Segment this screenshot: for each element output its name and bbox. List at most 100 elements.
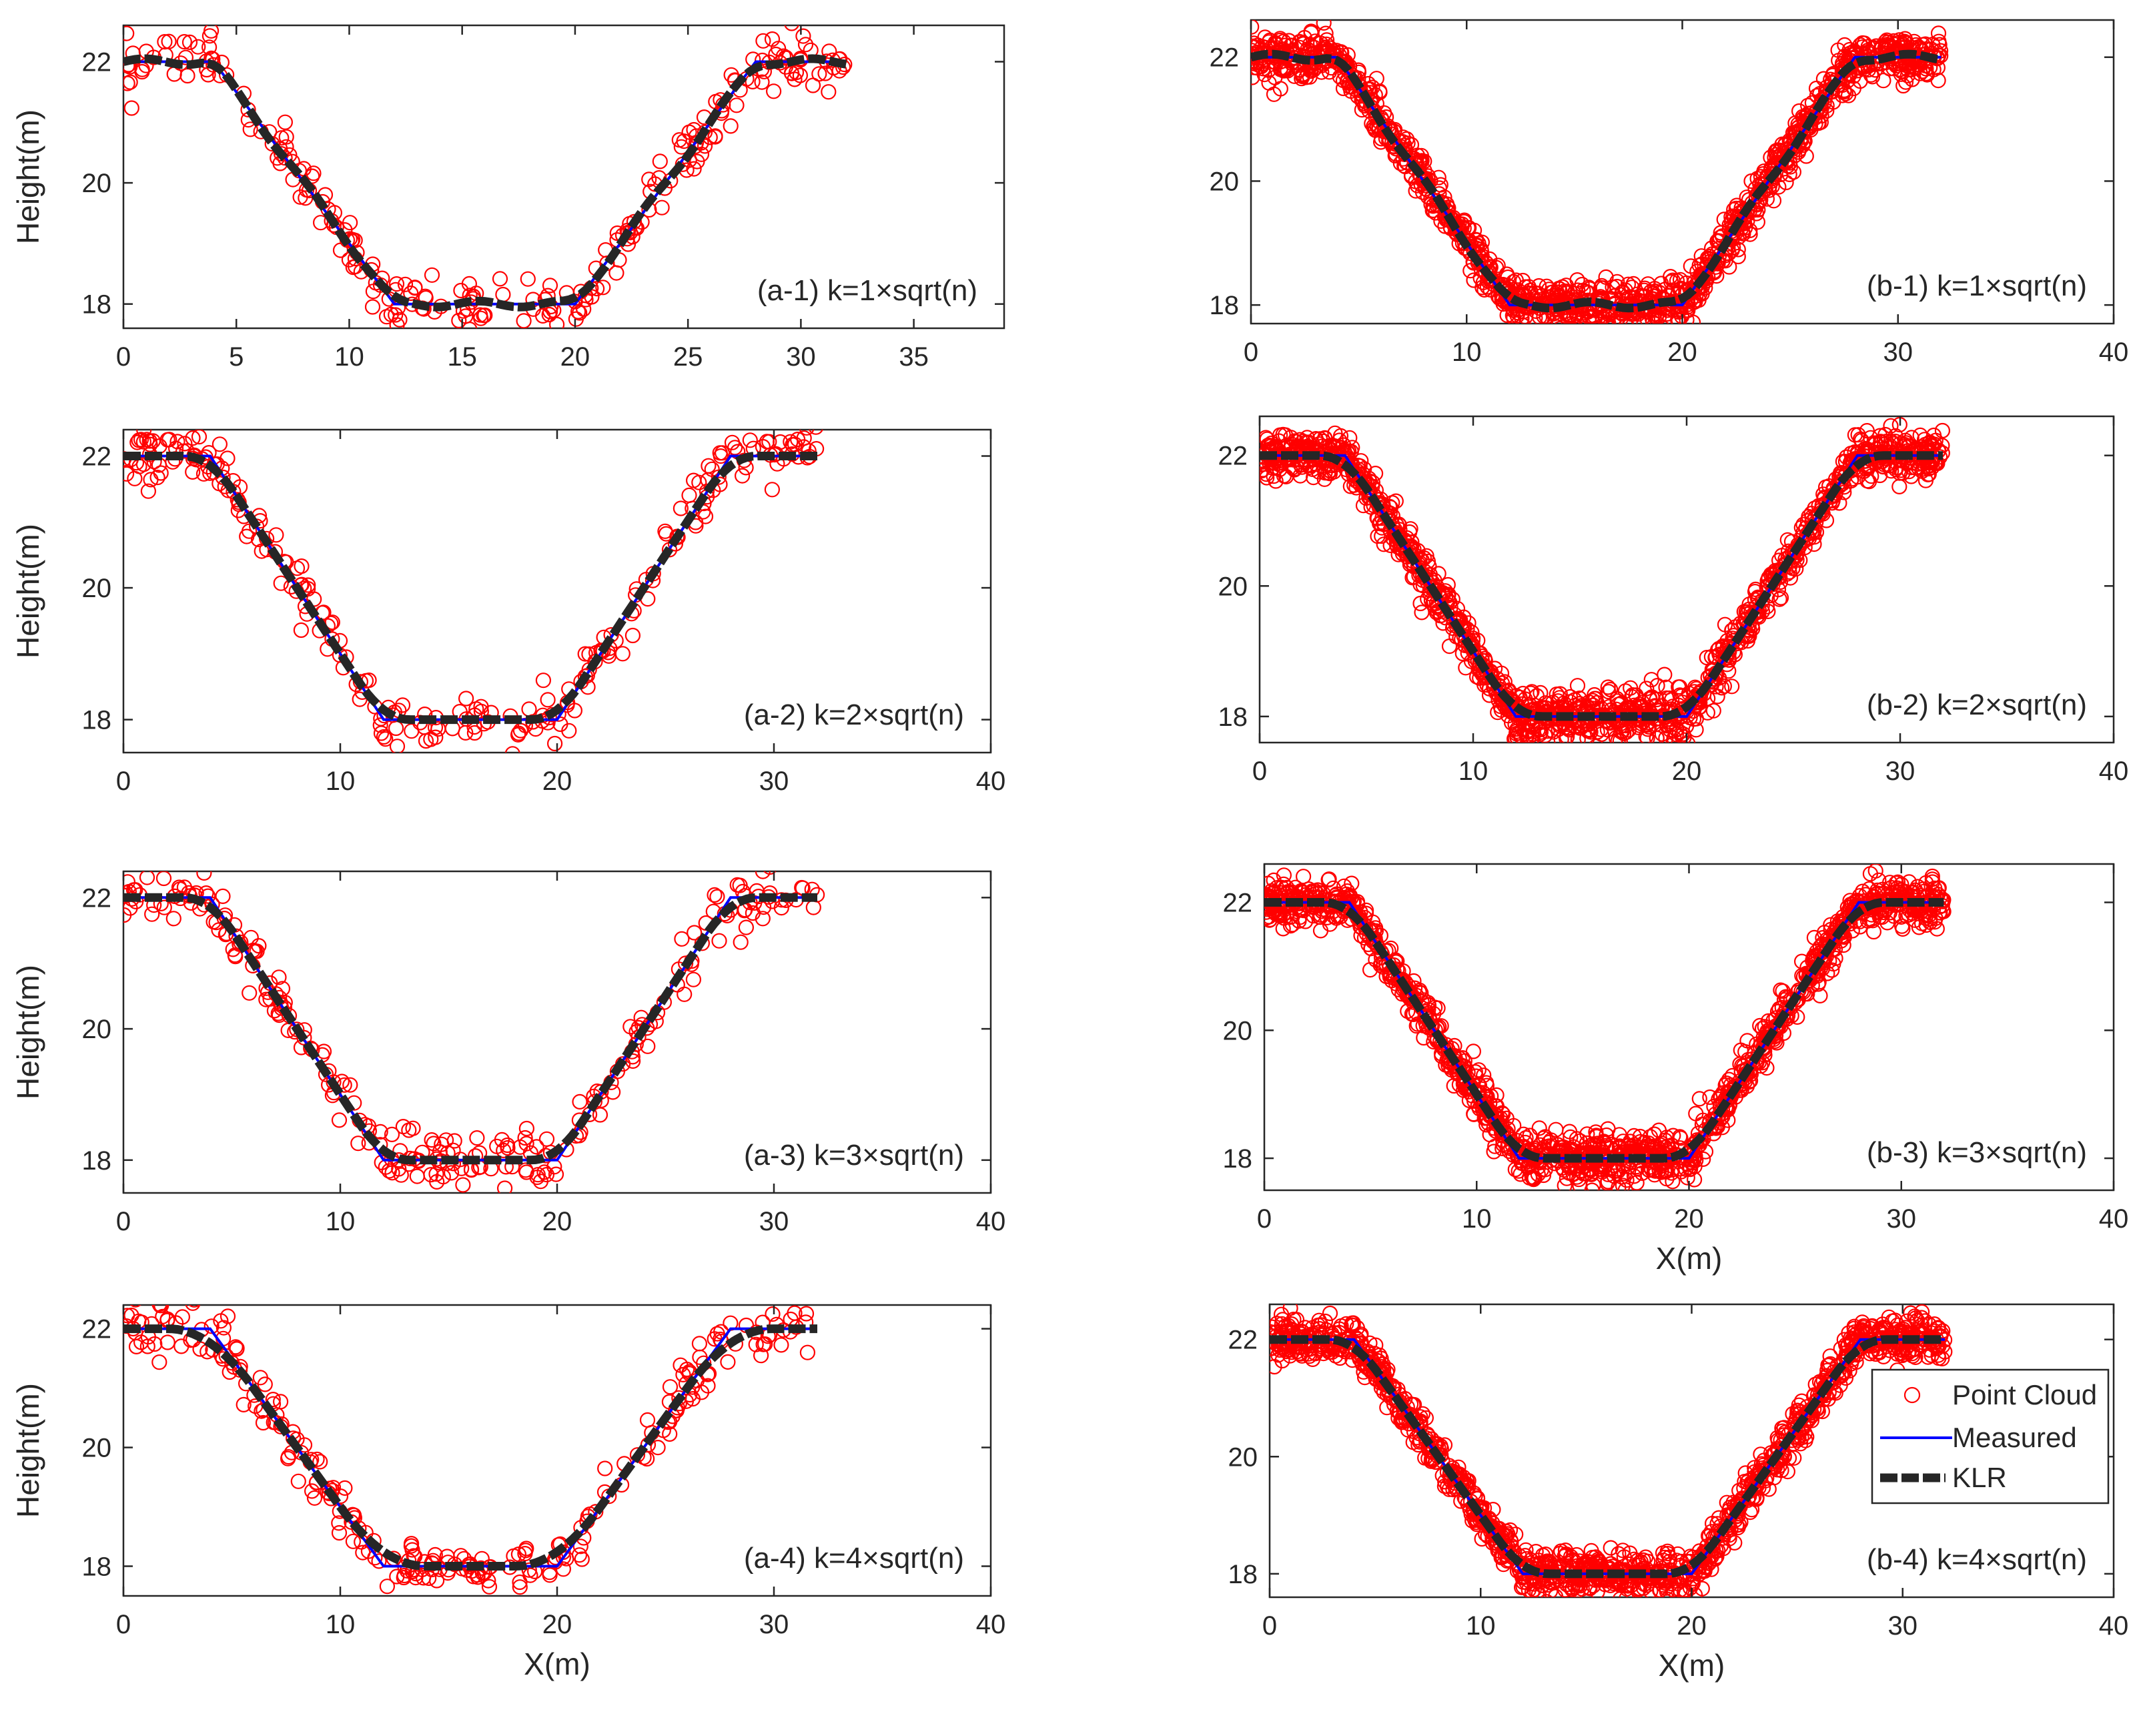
point-cloud-point — [652, 153, 668, 169]
point-cloud-point — [372, 717, 388, 733]
point-cloud-point — [1462, 263, 1478, 279]
point-cloud-point — [784, 25, 799, 31]
point-cloud-point — [729, 97, 745, 113]
klr-line — [123, 54, 847, 312]
point-cloud-point — [662, 1379, 679, 1395]
point-cloud-point — [540, 692, 556, 708]
x-tick-label: 20 — [1672, 757, 1702, 786]
point-cloud-point — [512, 1139, 528, 1155]
point-cloud-point — [123, 1308, 135, 1324]
point-cloud-point — [1563, 1129, 1579, 1146]
y-tick-label: 18 — [82, 290, 112, 320]
point-cloud-point — [1611, 1180, 1627, 1190]
y-tick-label: 22 — [82, 47, 112, 77]
point-cloud-point — [504, 746, 520, 753]
point-cloud-point — [674, 931, 690, 947]
point-cloud-point — [1856, 35, 1873, 51]
y-tick-label: 22 — [1210, 43, 1240, 73]
point-cloud-point — [1561, 1124, 1578, 1140]
point-cloud-point — [438, 1132, 454, 1148]
point-cloud-point — [817, 65, 833, 81]
point-cloud-point — [1854, 39, 1870, 55]
point-cloud-point — [1507, 731, 1523, 743]
point-cloud-point — [342, 1077, 358, 1093]
point-cloud-point — [1581, 280, 1597, 296]
point-cloud-point — [446, 1133, 462, 1149]
point-cloud-point — [1251, 20, 1260, 35]
panel-label: (b-1) k=1×sqrt(n) — [1867, 270, 2087, 302]
point-cloud-point — [1665, 1128, 1681, 1144]
x-tick-label: 30 — [1885, 757, 1915, 786]
point-cloud-point — [1269, 880, 1285, 896]
point-cloud-point — [1781, 166, 1797, 182]
point-cloud-point — [1276, 63, 1292, 79]
point-cloud-point — [274, 130, 290, 146]
x-tick-label: 20 — [542, 1207, 572, 1236]
y-tick-label: 22 — [1223, 889, 1253, 918]
point-cloud-point — [1702, 1089, 1718, 1106]
x-tick-label: 30 — [1883, 338, 1913, 367]
point-cloud-point — [139, 432, 155, 448]
point-cloud-point — [1268, 460, 1285, 476]
point-cloud-point — [687, 925, 703, 941]
point-cloud-point — [1368, 71, 1384, 87]
point-cloud-point — [190, 39, 206, 55]
point-cloud-point — [1416, 153, 1432, 169]
point-cloud-point — [1601, 684, 1617, 700]
point-cloud-point — [239, 528, 255, 544]
point-cloud-point — [372, 1124, 388, 1140]
point-cloud-point — [1566, 316, 1582, 324]
point-cloud-point — [1705, 703, 1721, 719]
point-cloud-point — [1679, 312, 1695, 324]
point-cloud-point — [228, 1339, 244, 1355]
point-cloud-point — [277, 150, 293, 166]
point-cloud-point — [196, 871, 212, 881]
point-cloud-point — [1292, 468, 1308, 484]
point-cloud-point — [673, 500, 689, 516]
point-cloud-point — [518, 1164, 534, 1180]
point-cloud-point — [1871, 872, 1887, 888]
point-cloud-point — [755, 871, 771, 879]
x-tick-label: 30 — [759, 1207, 789, 1236]
point-cloud-point — [1292, 34, 1308, 50]
point-cloud-point — [1625, 276, 1641, 292]
point-cloud-point — [1662, 722, 1678, 738]
point-cloud-point — [765, 83, 782, 99]
point-cloud-point — [734, 468, 751, 484]
point-cloud-point — [1885, 436, 1901, 452]
point-cloud-point — [1912, 427, 1928, 444]
plot-area — [122, 24, 1005, 330]
point-cloud-point — [733, 412, 747, 426]
point-cloud-point — [568, 311, 584, 327]
point-cloud-point — [624, 627, 641, 644]
point-cloud-point — [1488, 1087, 1505, 1104]
point-cloud-point — [796, 430, 812, 446]
point-cloud-point — [520, 271, 536, 287]
point-cloud-point — [169, 434, 185, 450]
point-cloud-point — [1303, 23, 1319, 39]
point-cloud-point — [1806, 929, 1822, 946]
point-cloud-point — [518, 1120, 535, 1137]
y-tick-label: 18 — [82, 1146, 112, 1176]
point-cloud-point — [1665, 737, 1681, 743]
point-cloud-point — [640, 1038, 656, 1054]
klr-line — [1264, 898, 1944, 1163]
point-cloud-point — [1569, 307, 1585, 323]
point-cloud-point — [123, 907, 132, 923]
point-cloud-point — [129, 434, 145, 450]
point-cloud-point — [641, 171, 657, 187]
panel-label: (b-3) k=3×sqrt(n) — [1867, 1136, 2087, 1169]
point-cloud-point — [755, 33, 771, 49]
point-cloud-point — [1581, 694, 1597, 711]
point-cloud-point — [685, 971, 702, 987]
point-cloud-point — [378, 309, 395, 325]
point-cloud-point — [268, 527, 284, 543]
y-tick-label: 18 — [1218, 703, 1248, 732]
point-cloud-point — [1398, 131, 1415, 147]
point-cloud-point — [576, 301, 592, 317]
point-cloud-point — [723, 118, 739, 134]
point-cloud-point — [306, 165, 322, 181]
